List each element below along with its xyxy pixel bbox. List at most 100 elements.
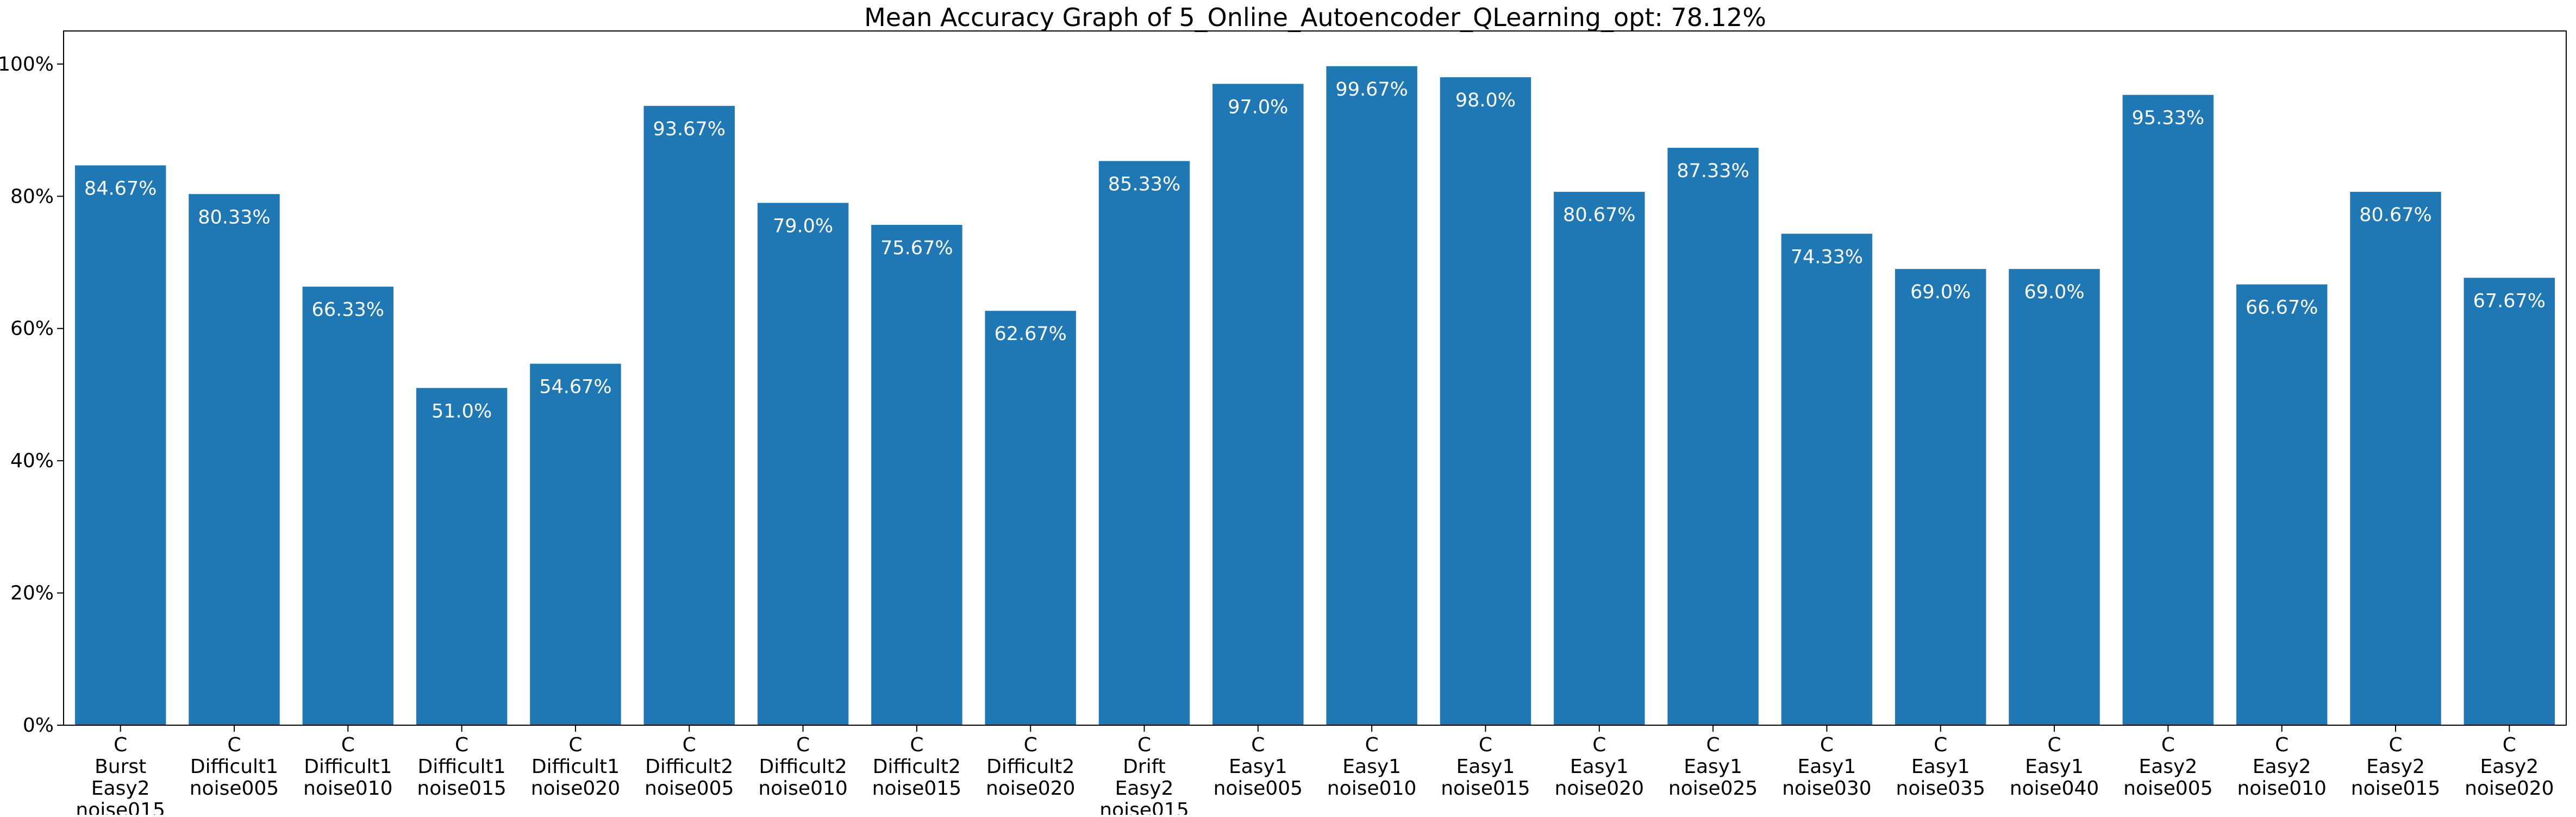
plot-frame	[63, 30, 2567, 726]
x-tick-label: C Easy2 noise005	[2123, 734, 2212, 800]
y-tick-label: 20%	[10, 582, 54, 605]
bar-value-label: 84.67%	[84, 178, 157, 199]
bar	[2122, 95, 2214, 725]
x-tick-label: C Easy1 noise020	[1555, 734, 1644, 800]
x-tick-label-line: Difficult2	[986, 756, 1074, 778]
x-tick-label-line: Easy2	[2253, 756, 2311, 778]
bar	[1098, 161, 1190, 725]
bar	[1667, 148, 1759, 726]
bar-value-label: 93.67%	[653, 118, 726, 140]
bar	[2350, 192, 2441, 725]
x-tick-label-line: Easy1	[1570, 756, 1629, 778]
x-tick-label-line: C	[568, 734, 582, 756]
x-tick-label-line: C	[2503, 734, 2516, 756]
x-tick-label-line: noise020	[986, 777, 1075, 800]
bar	[2464, 278, 2555, 725]
x-tick-label-line: Easy1	[1229, 756, 1287, 778]
bar-value-label: 87.33%	[1677, 160, 1749, 182]
x-tick-label-line: Difficult1	[304, 756, 392, 778]
x-tick-label: C Easy2 noise010	[2237, 734, 2326, 800]
x-tick-label-line: Easy1	[1342, 756, 1401, 778]
x-tick-label-line: noise020	[531, 777, 620, 800]
x-tick-label-line: Easy2	[1115, 777, 1174, 800]
x-tick-label: C Easy1 noise025	[1668, 734, 1758, 800]
x-tick-label: C Difficult1 noise020	[531, 734, 620, 800]
x-tick-label-line: C	[1479, 734, 1492, 756]
x-tick-label: C Difficult2 noise010	[758, 734, 847, 800]
x-tick-label: C Difficult2 noise020	[986, 734, 1075, 800]
x-tick-label-line: noise005	[190, 777, 279, 800]
x-tick-label-line: C	[1820, 734, 1834, 756]
x-tick-label-line: Easy2	[2139, 756, 2197, 778]
bar-value-label: 95.33%	[2132, 108, 2204, 129]
x-tick-label-line: Easy2	[2366, 756, 2425, 778]
x-tick-label-line: noise015	[76, 799, 165, 815]
x-tick-label-line: noise015	[2351, 777, 2440, 800]
x-tick-label-line: C	[1706, 734, 1720, 756]
x-tick-label: C Difficult2 noise015	[872, 734, 961, 800]
bar	[530, 363, 621, 725]
x-tick-label-line: Drift	[1123, 756, 1166, 778]
y-tick-label: 100%	[0, 53, 54, 76]
x-tick-label: C Burst Easy2 noise015	[76, 734, 165, 815]
x-tick-label-line: C	[341, 734, 355, 756]
x-tick-label: C Difficult1 noise010	[303, 734, 392, 800]
x-tick-label-line: noise005	[645, 777, 734, 800]
x-tick-label-line: C	[796, 734, 810, 756]
x-tick-label: C Easy1 noise030	[1782, 734, 1871, 800]
x-tick-label-line: noise005	[2123, 777, 2212, 800]
x-tick-label-line: noise040	[2010, 777, 2099, 800]
y-tick-label: 40%	[10, 450, 54, 472]
x-tick-label-line: Difficult1	[190, 756, 278, 778]
y-axis: 0% 20% 40% 60% 80% 100%	[0, 53, 64, 737]
bar-value-label: 66.67%	[2246, 297, 2318, 319]
bar	[757, 203, 849, 725]
x-tick-label-line: Easy1	[1911, 756, 1970, 778]
bar-value-label: 98.0%	[1455, 90, 1516, 111]
x-tick-label: C Easy1 noise015	[1441, 734, 1530, 800]
bar-value-label: 66.33%	[312, 299, 384, 321]
x-tick-label-line: Difficult1	[532, 756, 620, 778]
x-tick-label-line: noise010	[1327, 777, 1416, 800]
bar-value-label: 67.67%	[2473, 290, 2546, 312]
bars: 84.67% 80.33% 66.33% 51.0% 54.67% 93.67% 79.0%…	[74, 66, 2555, 726]
bar-value-label: 54.67%	[539, 376, 611, 398]
x-tick-label-line: noise005	[1214, 777, 1303, 800]
x-tick-label-line: noise030	[1782, 777, 1871, 800]
bar	[871, 224, 962, 725]
bar-value-label: 69.0%	[1910, 281, 1971, 303]
x-tick-label-line: C	[227, 734, 241, 756]
x-tick-label: C Difficult2 noise005	[645, 734, 734, 800]
bar	[302, 286, 394, 725]
x-tick-label: C Difficult1 noise015	[417, 734, 506, 800]
x-tick-label: C Drift Easy2 noise015	[1099, 734, 1189, 815]
bar	[1440, 77, 1531, 726]
x-tick-label-line: C	[2275, 734, 2289, 756]
x-tick-label-line: noise035	[1896, 777, 1985, 800]
x-tick-label-line: noise015	[1099, 799, 1189, 815]
x-tick-label-line: Easy1	[2025, 756, 2084, 778]
bar	[1781, 234, 1873, 725]
x-tick-label-line: Easy2	[91, 777, 150, 800]
x-tick-label-line: C	[1251, 734, 1265, 756]
y-tick-label: 60%	[10, 318, 54, 340]
x-tick-label-line: Difficult2	[645, 756, 733, 778]
y-tick-label: 80%	[10, 185, 54, 208]
bar	[189, 194, 280, 725]
bar	[1895, 269, 1986, 726]
bar	[74, 165, 166, 726]
bar	[643, 105, 735, 725]
bar	[985, 311, 1076, 725]
x-tick-label-line: noise010	[2237, 777, 2326, 800]
x-tick-label-line: Easy1	[1684, 756, 1742, 778]
bar-value-label: 80.67%	[1563, 204, 1635, 226]
x-tick-label: C Easy1 noise005	[1214, 734, 1303, 800]
bar-value-label: 74.33%	[1791, 246, 1863, 268]
x-tick-label-line: C	[683, 734, 696, 756]
bar	[1554, 192, 1645, 725]
bar	[1326, 66, 1417, 726]
x-tick-label-line: noise020	[1555, 777, 1644, 800]
x-tick-label-line: Easy1	[1798, 756, 1856, 778]
